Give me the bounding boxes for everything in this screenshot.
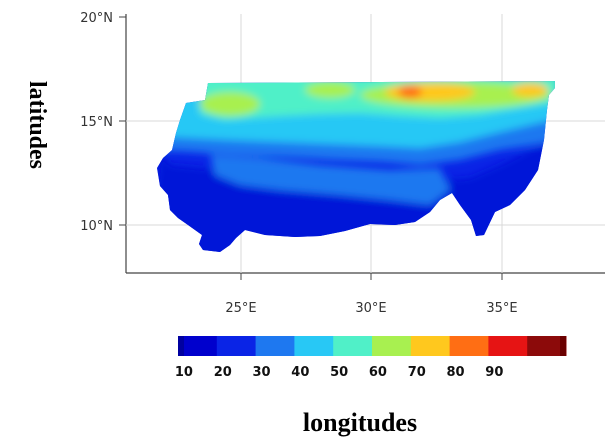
colorbar-label: 20 (214, 365, 232, 380)
y-tick-label: 15°N (80, 115, 113, 130)
colorbar-segment (333, 336, 373, 356)
plot-frame (125, 14, 605, 274)
colorbar-label: 70 (408, 365, 426, 380)
colorbar (178, 336, 567, 356)
x-axis-title: longitudes (303, 408, 417, 437)
x-tick-label: 30°E (355, 301, 386, 316)
colorbar-segment (216, 336, 257, 356)
colorbar-end-cap (560, 336, 566, 356)
x-tick-label: 35°E (486, 301, 517, 316)
tick-marks (119, 16, 503, 280)
colorbar-segment (488, 336, 528, 356)
y-tick-label: 20°N (80, 11, 113, 26)
colorbar-label: 80 (446, 365, 464, 380)
colorbar-label: 30 (252, 365, 270, 380)
x-tick-label: 25°E (225, 301, 256, 316)
y-axis-title: latitudes (24, 81, 50, 169)
colorbar-label: 10 (175, 365, 193, 380)
colorbar-segment (449, 336, 489, 356)
colorbar-label: 50 (330, 365, 348, 380)
colorbar-label: 90 (485, 365, 503, 380)
colorbar-segment (178, 336, 218, 356)
y-tick-label: 10°N (80, 219, 113, 234)
colorbar-label: 60 (369, 365, 387, 380)
colorbar-segment (255, 336, 295, 356)
colorbar-end-cap (178, 336, 184, 356)
colorbar-segment (372, 336, 412, 356)
colorbar-segment (294, 336, 334, 356)
colorbar-labels: 10 20 30 40 50 60 70 80 90 (175, 365, 503, 380)
colorbar-segment (527, 336, 567, 356)
colorbar-label: 40 (291, 365, 309, 380)
contour-region (157, 81, 555, 252)
colorbar-segment (410, 336, 451, 356)
